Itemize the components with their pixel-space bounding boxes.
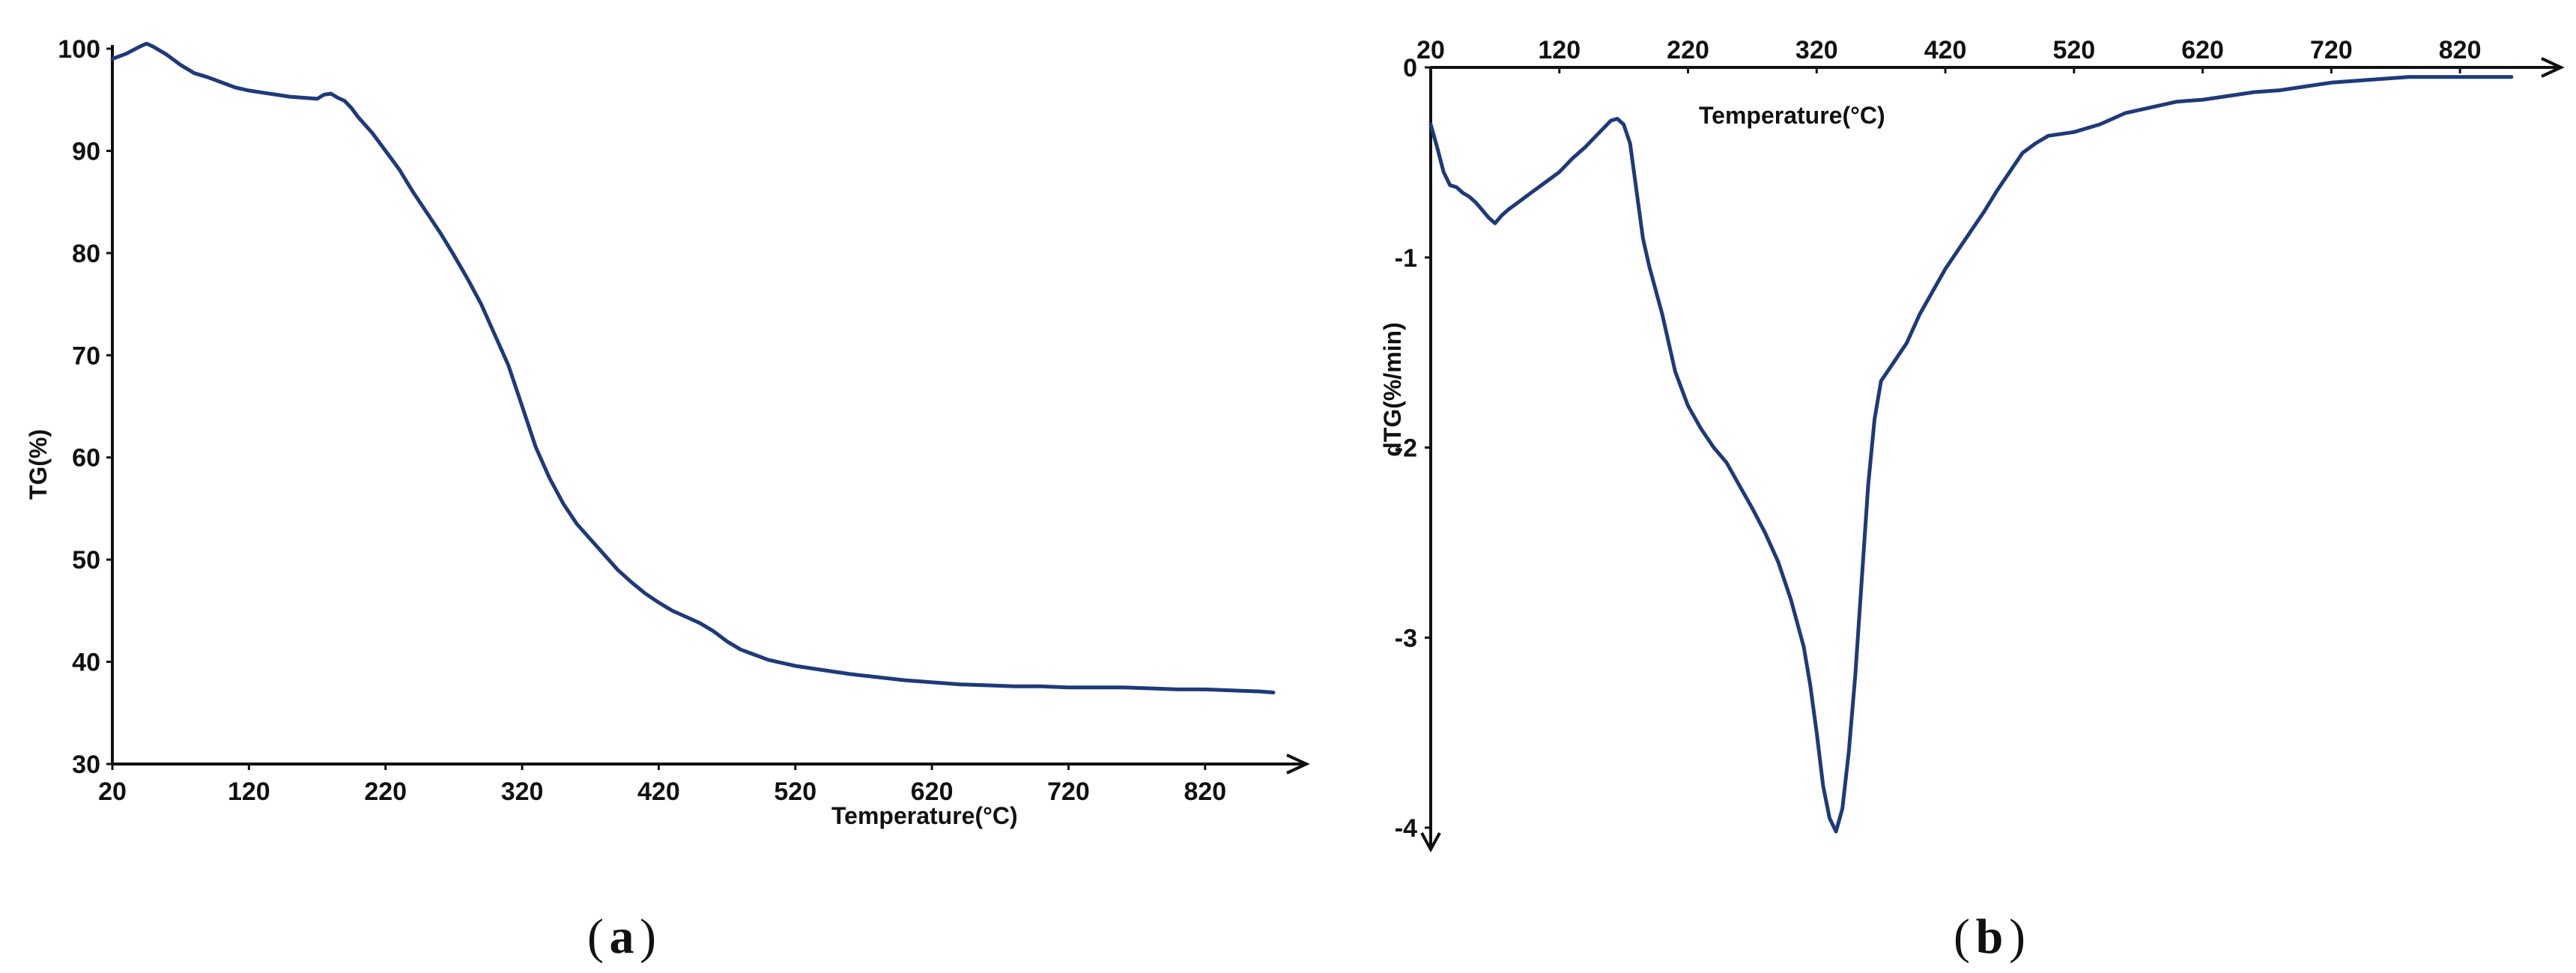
panel-b-x-axis-label: Temperature(°C) — [1699, 102, 1885, 129]
panel-a-axes — [111, 45, 1310, 775]
panel-a-x-tick-label: 120 — [228, 778, 270, 806]
panel-b-y-axis-arrow — [1420, 832, 1441, 853]
panel-a-x-tick-label: 720 — [1047, 778, 1090, 806]
panel-a-y-tick-label: 30 — [72, 751, 100, 779]
panel-a-label: a — [610, 909, 634, 964]
panel-a-x-tick-label: 520 — [774, 778, 816, 806]
panel-a-x-tick-label: 220 — [364, 778, 407, 806]
panel-b-x-axis-arrow — [2541, 57, 2565, 78]
panel-a-y-tick-label: 90 — [72, 137, 100, 166]
svg-text:): ) — [2009, 909, 2025, 964]
panel-a-y-axis-label: TG(%) — [25, 429, 52, 500]
svg-text:(: ( — [587, 909, 604, 964]
panel-b-y-tick-label: 0 — [1403, 54, 1417, 82]
svg-text:): ) — [640, 909, 656, 964]
panel-a-x-tick-label: 320 — [501, 778, 544, 806]
panel-b-y-axis-label: dTG(%/min) — [1379, 322, 1406, 457]
panel-a-caption: ( a ) — [587, 909, 656, 964]
panel-a-series-line — [110, 41, 1276, 694]
panel-b-dtg-chart: 20 120 220 320 420 520 620 720 820 0 -1 -2 -3 -4 dTG(… — [1379, 36, 2565, 964]
panel-b-ticks: 20 120 220 320 420 520 620 720 820 0 -1 -2 -3 -4 — [1395, 36, 2482, 843]
panel-b-x-tick-label: 220 — [1667, 36, 1709, 64]
panel-a-x-tick-label: 820 — [1184, 778, 1226, 806]
panel-b-caption: ( b ) — [1954, 909, 2025, 964]
panel-a-y-tick-label: 70 — [72, 342, 100, 370]
panel-a-y-tick-label: 50 — [72, 546, 100, 575]
panel-b-x-tick-label: 420 — [1924, 36, 1967, 64]
panel-b-x-tick-label: 120 — [1538, 36, 1581, 64]
panel-b-series-line — [1428, 75, 2514, 834]
panel-a-ticks: 20 120 220 320 420 520 620 720 820 30 40 50 60 70 80 90… — [58, 35, 1226, 806]
panel-b-y-tick-label: -1 — [1395, 244, 1417, 273]
panel-b-axes — [1420, 57, 2565, 853]
panel-a-x-axis-arrow — [1286, 754, 1310, 775]
panel-b-label: b — [1976, 909, 2004, 964]
svg-text:(: ( — [1954, 909, 1970, 964]
panel-a-x-tick-label: 420 — [637, 778, 680, 806]
panel-a-tg-chart: 20 120 220 320 420 520 620 720 820 30 40 50 60 70 80 90… — [25, 35, 1310, 964]
panel-b-x-tick-label: 320 — [1795, 36, 1838, 64]
panel-a-y-tick-label: 100 — [58, 35, 100, 64]
panel-b-y-tick-label: -3 — [1395, 624, 1417, 652]
panel-b-x-tick-label: 620 — [2181, 36, 2224, 64]
panel-b-x-tick-label: 520 — [2052, 36, 2095, 64]
panel-b-y-tick-label: -2 — [1395, 434, 1417, 463]
panel-b-x-tick-label: 820 — [2439, 36, 2482, 64]
panel-a-y-tick-label: 80 — [72, 240, 100, 268]
panel-a-x-tick-label: 20 — [98, 778, 127, 806]
panel-b-y-tick-label: -4 — [1395, 814, 1417, 843]
panel-a-x-tick-label: 620 — [911, 778, 954, 806]
panel-a-y-tick-label: 40 — [72, 649, 100, 677]
panel-b-x-tick-label: 720 — [2310, 36, 2353, 64]
panel-a-y-tick-label: 60 — [72, 444, 100, 473]
panel-a-x-axis-label: Temperature(°C) — [831, 802, 1018, 829]
panel-b-x-tick-label: 20 — [1416, 36, 1445, 64]
